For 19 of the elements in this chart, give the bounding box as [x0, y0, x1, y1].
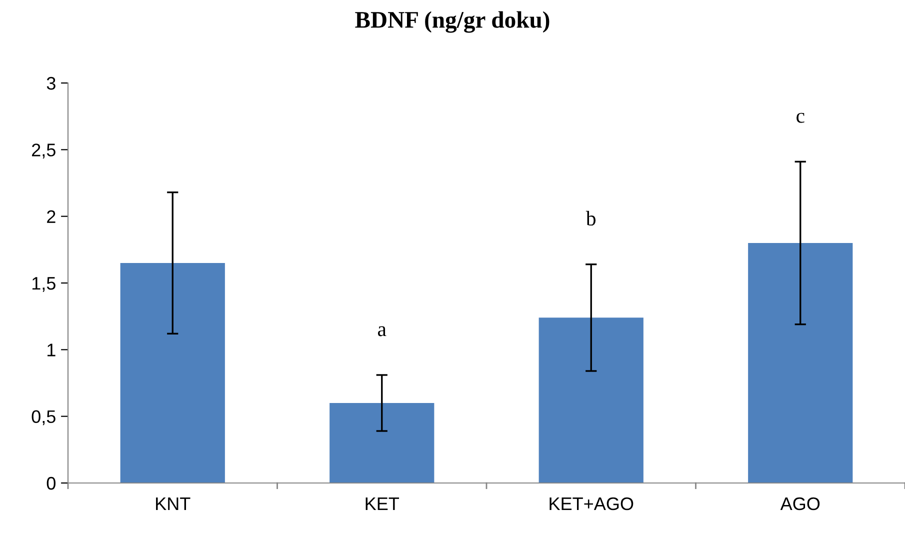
bar — [330, 403, 434, 483]
bar — [120, 263, 225, 483]
y-tick-label: 2,5 — [32, 144, 56, 159]
y-tick-label: 3 — [46, 76, 56, 90]
y-tick-label: 1,5 — [32, 277, 56, 292]
bar — [538, 318, 644, 483]
x-tick-label: AGO — [780, 497, 820, 510]
x-tick-label: KET+AGO — [550, 497, 634, 510]
annotation: b — [586, 210, 596, 226]
chart-title: BDNF (ng/gr doku) — [355, 11, 550, 33]
annotation: a — [378, 326, 386, 336]
x-tick-label: KET — [366, 498, 400, 510]
annotation: c — [796, 112, 804, 123]
y-tick-label: 2 — [47, 210, 56, 223]
y-tick-label: 0 — [46, 476, 56, 490]
x-tick-label: KNT — [156, 498, 190, 510]
y-tick-label: 0,5 — [32, 410, 56, 426]
bar — [748, 243, 853, 483]
y-tick-label: 1 — [48, 344, 56, 356]
